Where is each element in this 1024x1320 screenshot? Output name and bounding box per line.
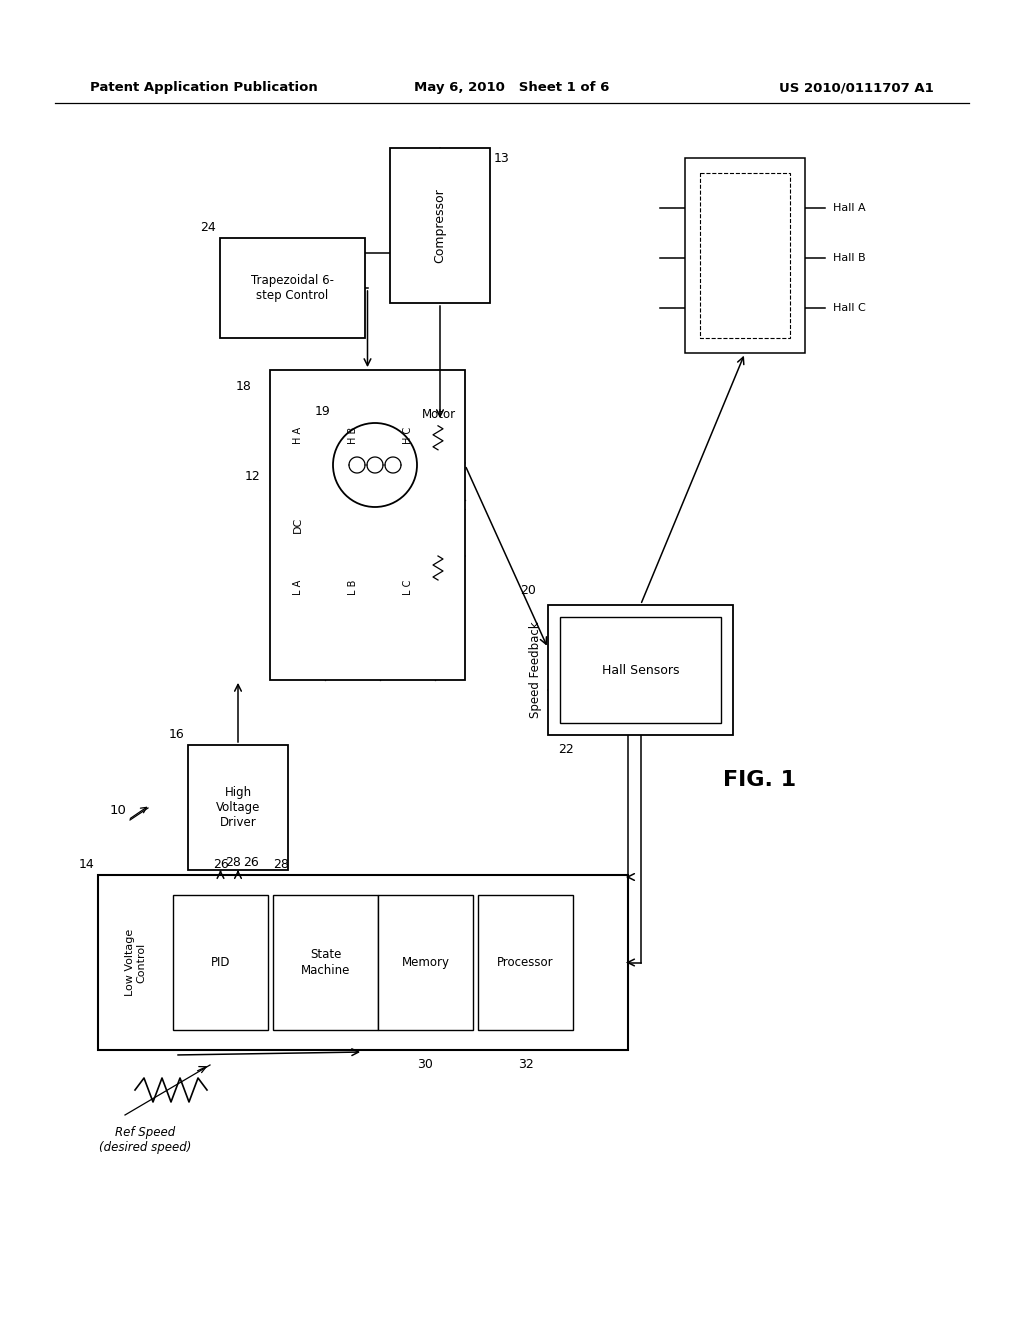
Text: 19: 19 bbox=[314, 405, 330, 418]
Bar bbox=[378, 895, 473, 1030]
Text: 24: 24 bbox=[201, 220, 216, 234]
Bar bbox=[685, 158, 805, 352]
Text: US 2010/0111707 A1: US 2010/0111707 A1 bbox=[779, 82, 934, 95]
Bar bbox=[478, 895, 573, 1030]
Text: 12: 12 bbox=[245, 470, 260, 483]
Bar bbox=[220, 238, 365, 338]
Text: FIG. 1: FIG. 1 bbox=[723, 770, 797, 789]
Text: H B: H B bbox=[348, 426, 358, 444]
Text: 26: 26 bbox=[243, 855, 259, 869]
Bar bbox=[560, 616, 721, 723]
Bar bbox=[548, 605, 733, 735]
Text: Low Voltage
Control: Low Voltage Control bbox=[125, 929, 146, 997]
Text: 32: 32 bbox=[517, 1059, 534, 1071]
Text: Trapezoidal 6-
step Control: Trapezoidal 6- step Control bbox=[251, 275, 334, 302]
Text: 22: 22 bbox=[558, 743, 573, 756]
Text: DC: DC bbox=[293, 517, 303, 533]
Text: Speed Feedback: Speed Feedback bbox=[529, 622, 543, 718]
Text: Hall C: Hall C bbox=[833, 304, 865, 313]
Text: 18: 18 bbox=[237, 380, 252, 393]
Text: L A: L A bbox=[293, 579, 303, 594]
Bar bbox=[98, 875, 628, 1049]
Text: 26: 26 bbox=[213, 858, 228, 871]
Bar bbox=[273, 895, 378, 1030]
Text: 20: 20 bbox=[520, 583, 536, 597]
Bar bbox=[188, 744, 288, 870]
Text: Compressor: Compressor bbox=[433, 189, 446, 263]
Text: 13: 13 bbox=[494, 152, 510, 165]
Text: Hall A: Hall A bbox=[833, 203, 865, 213]
Bar bbox=[270, 370, 465, 680]
Text: L B: L B bbox=[348, 579, 358, 595]
Text: H A: H A bbox=[293, 426, 303, 444]
Text: Hall Sensors: Hall Sensors bbox=[602, 664, 679, 676]
Text: Motor: Motor bbox=[422, 408, 456, 421]
Bar bbox=[700, 173, 790, 338]
Text: 30: 30 bbox=[418, 1059, 433, 1071]
Text: Ref Speed
(desired speed): Ref Speed (desired speed) bbox=[98, 1126, 191, 1154]
Text: State
Machine: State Machine bbox=[301, 949, 350, 977]
Text: L C: L C bbox=[403, 579, 413, 595]
Text: 28: 28 bbox=[273, 858, 289, 871]
Text: 16: 16 bbox=[168, 729, 184, 741]
Text: 10: 10 bbox=[110, 804, 126, 817]
Text: H C: H C bbox=[403, 426, 413, 444]
Bar bbox=[390, 148, 490, 304]
Text: Hall B: Hall B bbox=[833, 253, 865, 263]
Text: 28: 28 bbox=[225, 855, 242, 869]
Text: Memory: Memory bbox=[401, 956, 450, 969]
Text: High
Voltage
Driver: High Voltage Driver bbox=[216, 785, 260, 829]
Bar bbox=[173, 895, 268, 1030]
Text: 14: 14 bbox=[78, 858, 94, 871]
Text: Patent Application Publication: Patent Application Publication bbox=[90, 82, 317, 95]
Text: PID: PID bbox=[211, 956, 230, 969]
Text: Processor: Processor bbox=[498, 956, 554, 969]
Text: May 6, 2010   Sheet 1 of 6: May 6, 2010 Sheet 1 of 6 bbox=[415, 82, 609, 95]
